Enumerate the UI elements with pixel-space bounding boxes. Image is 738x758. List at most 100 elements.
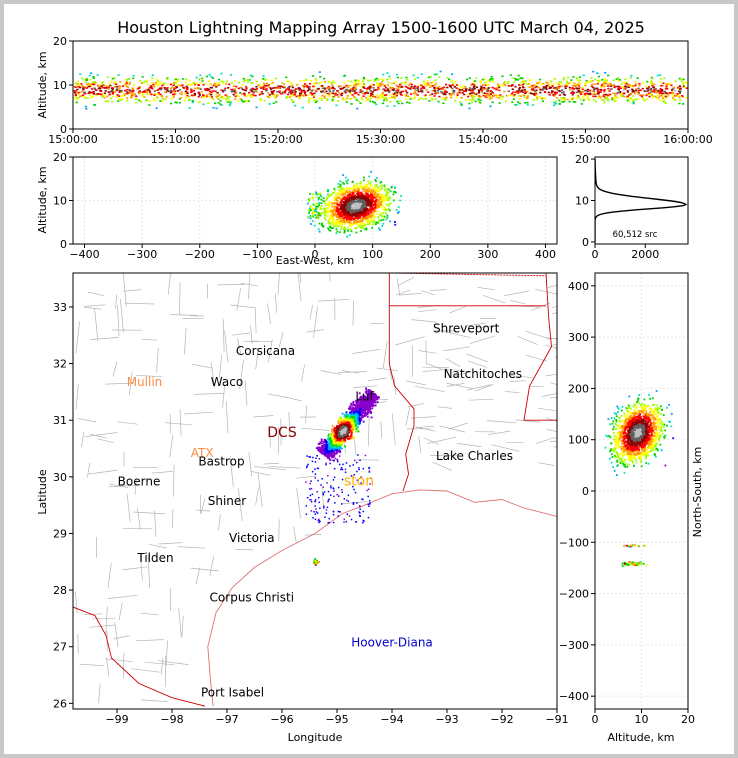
ew-source [374, 188, 376, 191]
ew-source [372, 223, 374, 225]
time-height-source [630, 92, 633, 95]
ew-source [364, 183, 367, 186]
time-height-source [439, 91, 442, 94]
time-height-source [275, 101, 278, 103]
time-height-source [554, 100, 557, 102]
ew-source [340, 193, 342, 196]
time-height-source [433, 89, 436, 92]
time-height-source [498, 86, 501, 88]
time-height-source [182, 78, 185, 80]
time-height-source [290, 98, 293, 101]
time-height-source [500, 98, 503, 100]
time-height-source [77, 92, 80, 94]
parish-border [548, 284, 557, 288]
ew-source [351, 210, 354, 212]
ew-source [353, 196, 356, 198]
time-height-source [565, 84, 568, 86]
time-height-source [190, 89, 193, 91]
ew-source [319, 202, 321, 204]
time-height-source [416, 76, 419, 79]
time-height-source [413, 86, 416, 88]
time-height-source [497, 96, 501, 99]
time-height-source [586, 95, 589, 97]
time-height-source [400, 91, 403, 93]
ew-source [316, 193, 319, 196]
time-height-source [232, 93, 235, 96]
time-height-source [275, 77, 278, 80]
ew-source [331, 210, 333, 213]
time-height-source [515, 90, 518, 93]
time-height-source [653, 83, 656, 86]
time-height-source [632, 99, 635, 102]
time-height-source [574, 101, 577, 103]
time-height-source [253, 88, 256, 91]
time-height-source [659, 81, 662, 83]
time-height-source [222, 96, 225, 98]
plan-view-source [335, 429, 338, 432]
parish-border [538, 462, 555, 466]
ew-source [355, 212, 357, 215]
parish-border [517, 335, 538, 345]
ew-source [358, 200, 360, 202]
time-height-source [584, 84, 587, 87]
time-height-source [574, 85, 577, 87]
ew-source [360, 207, 363, 209]
ew-source [352, 203, 355, 205]
time-height-source [598, 79, 601, 82]
time-height-ylabel: Altitude, km [36, 51, 49, 118]
time-height-source [581, 91, 584, 94]
time-height-source [497, 85, 500, 87]
time-height-source [427, 83, 430, 86]
county-border [179, 409, 182, 437]
time-height-source [524, 80, 528, 83]
time-height-source [570, 96, 573, 99]
time-height-source [321, 85, 324, 87]
ew-source [368, 199, 371, 202]
time-height-source [141, 94, 144, 97]
time-height-source [123, 93, 126, 95]
time-height-source [302, 95, 305, 97]
ew-source [350, 205, 353, 208]
ew-source [342, 209, 345, 212]
time-height-source [472, 98, 475, 101]
ew-source [364, 228, 366, 231]
ew-source [327, 201, 330, 204]
ew-source [329, 211, 331, 214]
time-height-source [207, 80, 211, 82]
ew-source [370, 191, 373, 193]
ew-source [376, 204, 378, 207]
time-height-source [586, 88, 589, 91]
ew-source [357, 200, 359, 203]
time-height-source [562, 78, 565, 81]
ew-source [375, 206, 378, 209]
ew-source [365, 186, 368, 189]
time-height-source [540, 97, 543, 100]
time-height-source [328, 90, 332, 93]
ew-source [327, 188, 330, 191]
county-border [126, 493, 131, 522]
ew-source [365, 218, 367, 220]
time-height-source [526, 95, 529, 97]
parish-border [508, 374, 533, 379]
time-height-source [592, 70, 595, 73]
ew-source [308, 212, 310, 214]
time-height-source [382, 88, 385, 90]
time-height-source [651, 77, 654, 80]
time-height-source [363, 93, 366, 95]
time-height-source [369, 100, 372, 103]
time-height-source [353, 95, 356, 98]
time-height-source [148, 100, 152, 102]
ew-source [357, 198, 360, 201]
ew-source [334, 212, 337, 215]
time-height-source [357, 93, 360, 96]
time-height-source [180, 85, 183, 87]
county-border [297, 273, 302, 301]
time-height-source [591, 90, 594, 92]
time-height-source [637, 98, 640, 100]
ew-source [345, 218, 348, 221]
ew-source [346, 218, 349, 220]
ew-source [385, 218, 388, 221]
county-border [353, 385, 378, 388]
ew-source [345, 216, 348, 219]
time-height-source [78, 93, 81, 96]
